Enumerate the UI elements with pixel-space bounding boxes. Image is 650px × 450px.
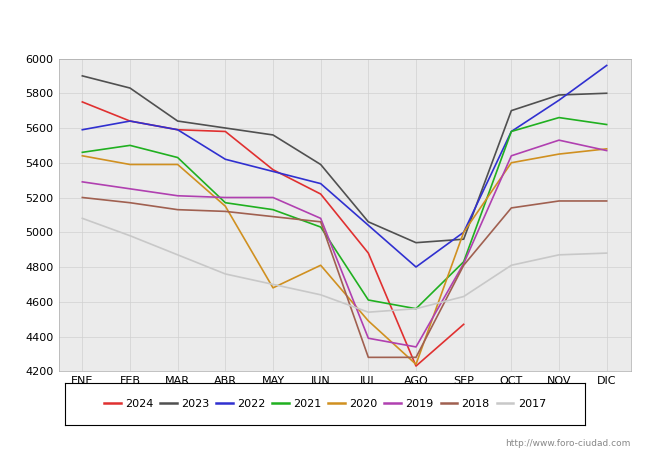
Text: Afiliados en Berja a 30/9/2024: Afiliados en Berja a 30/9/2024: [200, 12, 450, 31]
Legend: 2024, 2023, 2022, 2021, 2020, 2019, 2018, 2017: 2024, 2023, 2022, 2021, 2020, 2019, 2018…: [99, 395, 551, 413]
Text: http://www.foro-ciudad.com: http://www.foro-ciudad.com: [505, 439, 630, 448]
